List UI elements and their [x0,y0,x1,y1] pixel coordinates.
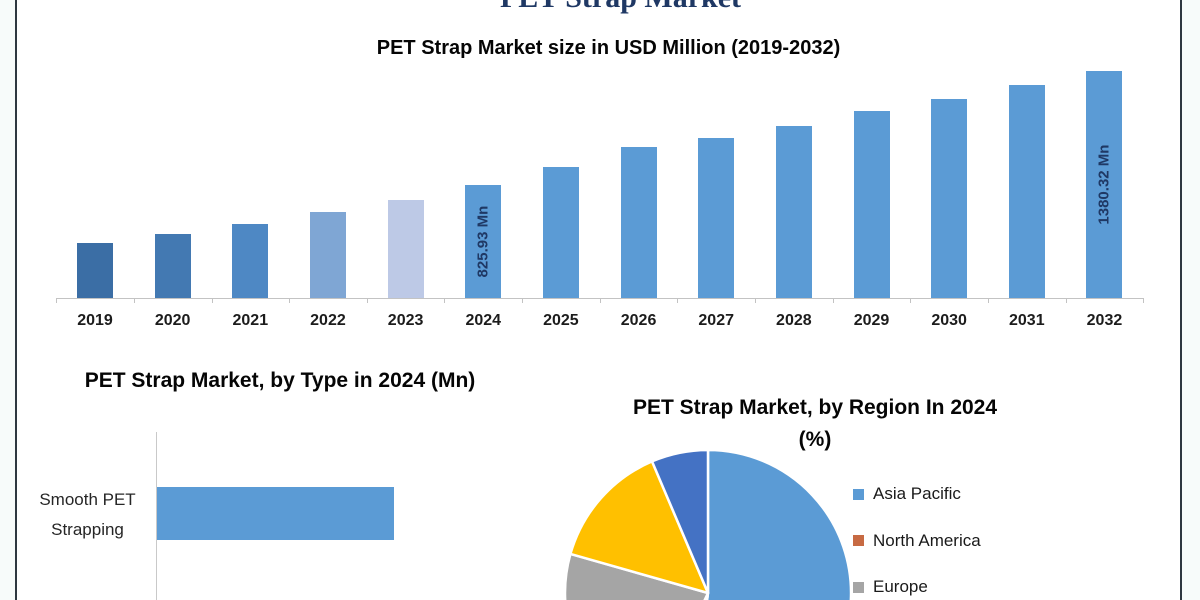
legend-swatch-icon [853,535,864,546]
market-size-chart-title: PET Strap Market size in USD Million (20… [376,37,841,59]
bar-2030 [931,99,968,298]
bar-2028 [775,125,812,298]
x-label-2022: 2022 [310,312,346,329]
bar-2023 [387,200,424,298]
axis-tick [133,298,135,303]
x-label-2024: 2024 [465,312,502,329]
pie-slice--unlabeled-yellow-slice- [569,460,710,595]
bar-2029 [853,111,890,298]
axis-tick [755,298,757,303]
axis-tick [366,298,368,303]
bar-2021 [232,223,269,298]
by-type-y-axis [156,432,157,600]
pie-slice--unlabeled-dark-blue-slice- [650,448,710,595]
axis-tick [988,298,989,303]
bar-2031 [1008,84,1045,298]
axis-tick [444,298,446,303]
legend-label: Europe [873,577,928,596]
by-type-category-label: Smooth PET Strapping [39,490,136,539]
by-region-chart-title: PET Strap Market, by Region In 2024 (%) [600,392,1030,456]
bar-2020 [154,233,191,298]
value-label-2024: 825.93 Mn [474,205,492,278]
x-label-2032: 2032 [1086,312,1123,329]
pie-slice-asia-pacific [705,448,853,600]
legend-swatch-icon [853,488,864,500]
by-region-title-line1: PET Strap Market, by Region In 2024 [632,396,998,419]
legend-label: North America [873,530,981,550]
x-label-2027: 2027 [698,312,734,329]
bar-2024 [465,184,502,298]
axis-tick [1143,298,1145,303]
legend-swatch-icon [853,581,864,593]
axis-tick [677,298,679,303]
axis-tick [56,298,58,303]
x-label-2025: 2025 [543,312,579,329]
legend-item-europe: Europe [853,577,928,596]
axis-tick [599,298,601,303]
x-label-2028: 2028 [776,312,812,329]
x-label-2020: 2020 [154,312,191,329]
x-label-2023: 2023 [387,312,424,329]
x-label-2029: 2029 [853,312,890,329]
legend-item-asia-pacific: Asia Pacific [853,484,961,503]
by-type-chart-title: PET Strap Market, by Type in 2024 (Mn) [84,369,476,392]
axis-tick [289,298,291,303]
bar-2025 [542,167,579,298]
by-region-title-unit: (%) [798,428,832,451]
axis-tick [910,298,912,303]
x-label-2026: 2026 [620,312,657,329]
by-region-legend: Asia Pacific North America Europe [853,484,1153,600]
bar-smooth-pet-strapping [157,487,394,540]
page-title: PET Strap Market [15,0,1182,15]
x-label-2021: 2021 [232,312,269,329]
value-label-2032: 1380.32 Mn [1095,144,1113,225]
bar-2026 [620,146,657,298]
bar-2019 [77,242,113,298]
x-label-2031: 2031 [1009,312,1045,329]
bar-2022 [309,212,346,298]
axis-tick [1065,298,1067,303]
bar-2027 [698,138,735,298]
axis-tick [832,298,834,303]
axis-tick [522,298,524,303]
axis-tick [211,298,213,303]
legend-label: Asia Pacific [873,484,961,503]
pie-slice-europe [563,552,710,600]
x-label-2019: 2019 [77,312,113,329]
by-region-pie [563,448,853,600]
legend-item-north-america: North America [853,530,981,550]
bar-2032 [1086,71,1123,298]
x-label-2030: 2030 [931,312,967,329]
